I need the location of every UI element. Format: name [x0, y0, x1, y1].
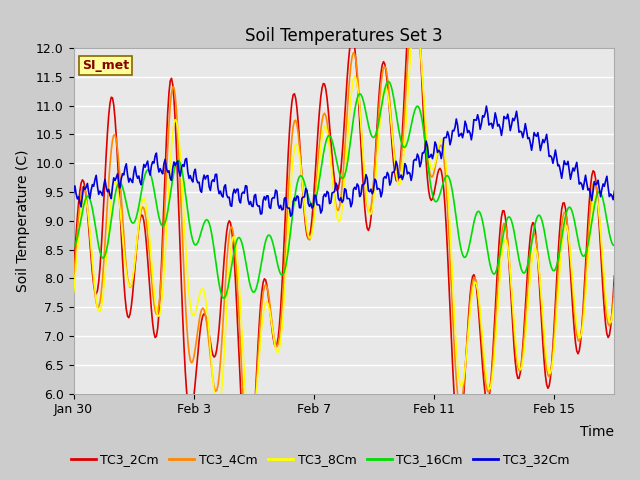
Legend: TC3_2Cm, TC3_4Cm, TC3_8Cm, TC3_16Cm, TC3_32Cm: TC3_2Cm, TC3_4Cm, TC3_8Cm, TC3_16Cm, TC3…: [65, 448, 575, 471]
Title: Soil Temperatures Set 3: Soil Temperatures Set 3: [245, 27, 443, 45]
X-axis label: Time: Time: [580, 425, 614, 439]
Text: SI_met: SI_met: [82, 59, 129, 72]
Y-axis label: Soil Temperature (C): Soil Temperature (C): [17, 150, 31, 292]
